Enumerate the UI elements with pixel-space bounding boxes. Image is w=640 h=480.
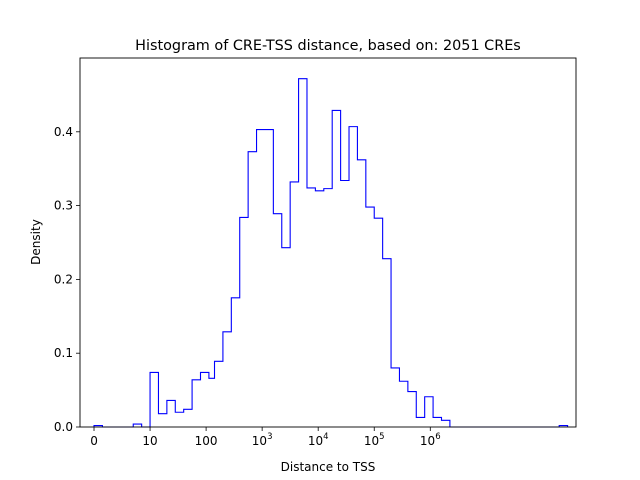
x-tick-label: 0 <box>90 434 98 448</box>
y-axis-label: Density <box>29 219 43 265</box>
chart-title: Histogram of CRE-TSS distance, based on:… <box>135 38 521 54</box>
y-tick-label: 0.4 <box>54 125 73 139</box>
y-tick-label: 0.3 <box>54 199 73 213</box>
y-tick-label: 0.2 <box>54 272 73 286</box>
x-tick-exponent: 6 <box>435 432 440 442</box>
x-axis-label: Distance to TSS <box>281 460 376 474</box>
x-tick-exponent: 3 <box>267 432 272 442</box>
x-tick-label: 100 <box>195 434 218 448</box>
histogram-step-line <box>93 78 569 428</box>
axes-frame <box>79 57 577 428</box>
y-tick-label: 0.1 <box>54 346 73 360</box>
x-tick-exponent: 5 <box>379 432 384 442</box>
y-tick-label: 0.0 <box>54 420 73 434</box>
x-tick-label: 10 <box>142 434 157 448</box>
x-tick-exponent: 4 <box>323 432 328 442</box>
